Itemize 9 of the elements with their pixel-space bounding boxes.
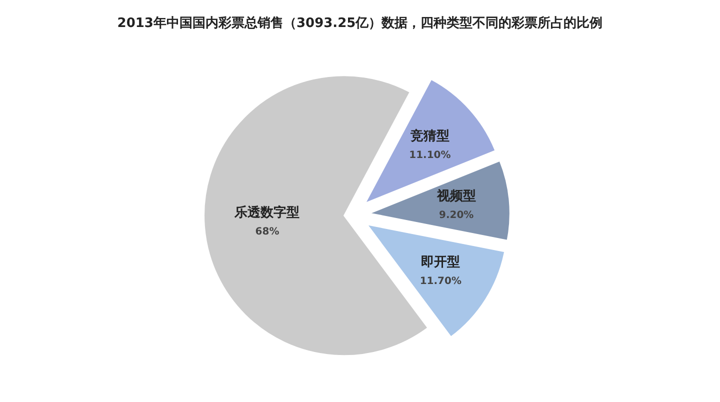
data-label: 68% bbox=[255, 226, 280, 238]
data-label: 9.20% bbox=[438, 210, 474, 222]
slice-label: 视频型 bbox=[436, 188, 476, 204]
chart-title: 2013年中国国内彩票总销售（3093.25亿）数据，四种类型不同的彩票所占的比例 bbox=[117, 15, 603, 31]
slice-label: 乐透数字型 bbox=[234, 204, 300, 220]
data-label: 11.70% bbox=[420, 276, 462, 287]
data-label: 11.10% bbox=[409, 150, 451, 161]
slice-label: 即开型 bbox=[421, 254, 460, 270]
slice-label: 竞猜型 bbox=[409, 128, 450, 144]
